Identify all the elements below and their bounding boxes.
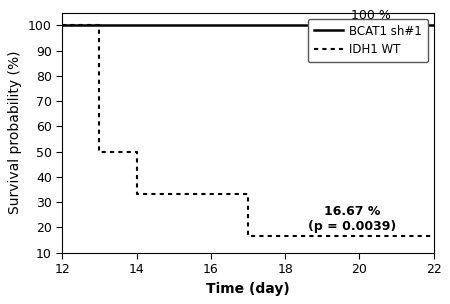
IDH1 WT [245,192,251,195]
Text: 16.67 %
(p = 0.0039): 16.67 % (p = 0.0039) [308,205,396,233]
Legend: BCAT1 sh#1, IDH1 WT: BCAT1 sh#1, IDH1 WT [308,19,428,62]
IDH1 WT [134,150,139,154]
Line: IDH1 WT: IDH1 WT [62,25,434,236]
IDH1 WT [59,23,65,27]
IDH1 WT [431,234,436,238]
IDH1 WT [134,192,139,195]
Y-axis label: Survival probability (%): Survival probability (%) [9,51,22,214]
IDH1 WT [97,23,102,27]
IDH1 WT [245,234,251,238]
IDH1 WT [97,23,102,27]
IDH1 WT [97,150,102,154]
Text: 100 %: 100 % [351,9,391,22]
X-axis label: Time (day): Time (day) [206,282,290,296]
